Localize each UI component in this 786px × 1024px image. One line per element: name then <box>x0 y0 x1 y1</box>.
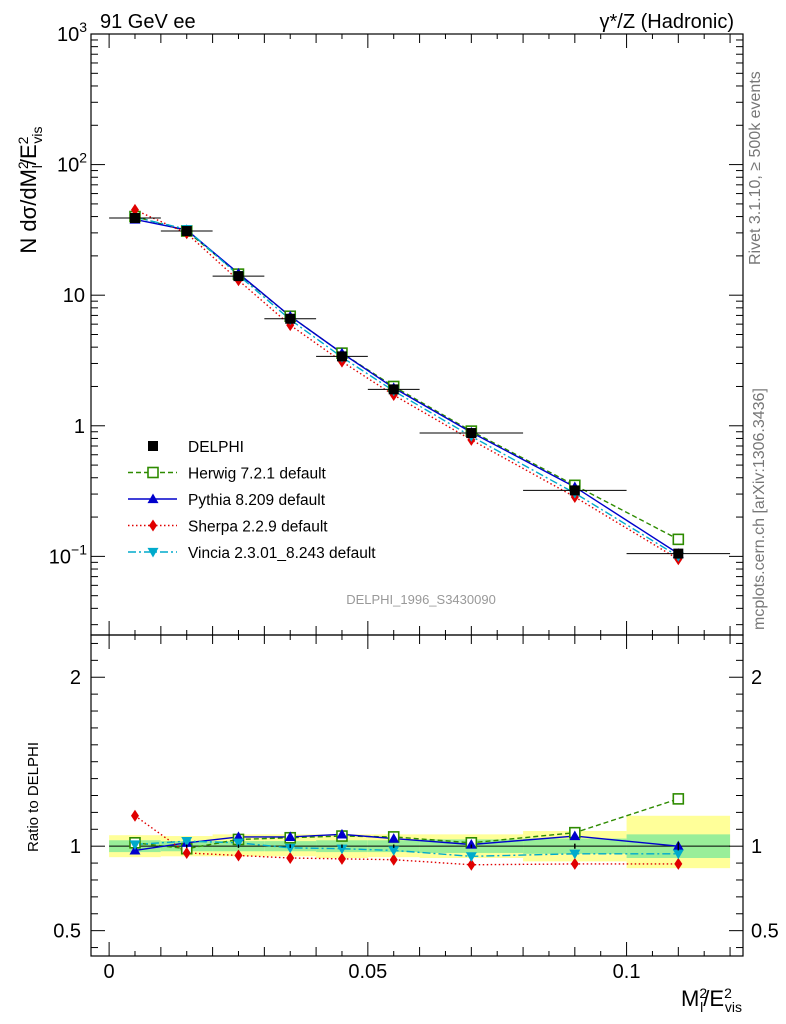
main-y-tick-label: 1 <box>74 416 85 438</box>
ratio-frame <box>90 634 744 957</box>
main-y-tick-labels: 10−1 1 10 102 103 <box>49 19 87 568</box>
ratio-series-line <box>134 840 679 858</box>
ratio-series-point <box>388 833 400 843</box>
ratio-y-tick-label: 0.5 <box>53 921 81 943</box>
main-panel: 10−1 1 10 102 103 DELPHI_1996_S3430090 DELPH… <box>49 19 744 636</box>
ratio-series-point <box>465 852 477 862</box>
x-tick-label: 0.1 <box>613 961 641 983</box>
header-left-label: 91 GeV ee <box>100 11 196 33</box>
data-point <box>569 485 580 496</box>
x-tick-label: 0.05 <box>348 961 387 983</box>
ratio-series-point <box>130 809 139 822</box>
ratio-panel: 0.5 0.5 1 1 2 2 <box>53 634 779 957</box>
rivet-version-label: Rivet 3.1.10, ≥ 500k events <box>747 71 764 265</box>
ratio-y-tick-labels: 0.5 0.5 1 1 2 2 <box>53 667 779 942</box>
ratio-y-tick-label-right: 0.5 <box>751 921 779 943</box>
x-axis-label: M2 l/E2 vis <box>681 985 742 1015</box>
main-series-group <box>109 203 731 566</box>
ratio-series-line <box>134 815 679 866</box>
ratio-axis-ticks <box>91 635 743 956</box>
ratio-series-point <box>286 852 295 865</box>
data-point <box>129 212 140 223</box>
ratio-series-point <box>337 852 346 865</box>
ratio-y-tick-label-right: 1 <box>751 836 762 858</box>
ratio-series-point <box>336 828 348 839</box>
ratio-series-point <box>569 830 581 841</box>
main-series-line <box>134 216 679 557</box>
ratio-series-point <box>284 831 296 842</box>
x-tick-labels: 0 0.05 0.1 <box>104 961 641 983</box>
legend-marker <box>147 466 159 479</box>
legend-label: DELPHI <box>188 439 244 456</box>
main-y-tick-label: 103 <box>57 19 87 46</box>
ratio-series-point <box>388 846 400 856</box>
ratio-series-point <box>336 844 348 855</box>
ratio-y-tick-label: 2 <box>70 667 81 689</box>
ratio-series-point <box>569 849 581 860</box>
legend-label: Herwig 7.2.1 default <box>188 466 327 483</box>
ratio-series-point <box>234 849 243 862</box>
ratio-series-point <box>129 840 141 850</box>
legend-marker <box>149 519 157 532</box>
data-point <box>285 313 296 324</box>
ratio-y-tick-label-right: 2 <box>751 667 762 689</box>
ratio-series-point <box>672 793 685 805</box>
legend-marker <box>147 493 159 504</box>
ratio-y-axis-label: Ratio to DELPHI <box>25 742 42 852</box>
main-y-axis-label: N dσ/dM2l/E2vis <box>15 126 45 253</box>
ratio-series-point <box>465 838 477 849</box>
ratio-series-point <box>284 843 296 854</box>
header-right-label: γ*/Z (Hadronic) <box>600 11 734 33</box>
ratio-series-point <box>232 838 244 849</box>
main-series-line <box>134 209 679 560</box>
ratio-series-point <box>181 836 193 847</box>
legend-label: Vincia 2.3.01_8.243 default <box>188 545 376 562</box>
ratio-series-group <box>129 793 685 871</box>
data-point <box>673 548 684 559</box>
data-point <box>181 226 192 237</box>
analysis-watermark: DELPHI_1996_S3430090 <box>346 592 496 607</box>
legend-label: Sherpa 2.2.9 default <box>188 519 328 536</box>
ratio-series-point <box>389 853 398 866</box>
x-tick-label: 0 <box>104 961 115 983</box>
main-y-tick-label: 10 <box>63 285 85 307</box>
main-y-tick-label: 10−1 <box>49 541 87 568</box>
ratio-series-point <box>467 858 476 871</box>
data-point <box>336 351 347 362</box>
ratio-series-point <box>674 857 683 870</box>
ratio-series-point <box>570 857 579 870</box>
main-series-point <box>130 203 139 216</box>
main-series-line <box>134 215 679 540</box>
ratio-y-tick-label: 1 <box>70 836 81 858</box>
legend-marker <box>148 441 158 451</box>
main-y-tick-label: 102 <box>57 150 87 177</box>
data-point <box>466 428 477 439</box>
legend: DELPHI Herwig 7.2.1 default Pythia 8.209 d… <box>128 439 376 562</box>
main-axis-ticks <box>91 33 743 635</box>
data-point <box>233 271 244 282</box>
ratio-series-point <box>232 831 244 842</box>
ratio-series-point <box>672 849 684 860</box>
main-series-point <box>672 533 685 546</box>
data-point <box>388 384 399 395</box>
mcplots-label: mcplots.cern.ch [arXiv:1306.3436] <box>751 388 768 630</box>
legend-marker <box>147 547 159 558</box>
ratio-series-point <box>182 846 191 859</box>
legend-label: Pythia 8.209 default <box>188 492 326 509</box>
